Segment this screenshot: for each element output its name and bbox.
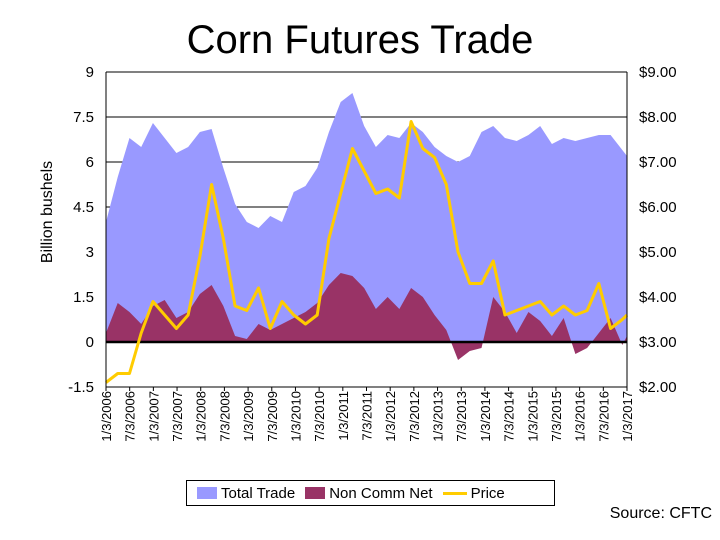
x-tick-label-14: 1/3/2013 — [431, 391, 446, 442]
x-tick-label-21: 7/3/2016 — [596, 391, 611, 442]
x-tick-label-20: 1/3/2016 — [573, 391, 588, 442]
x-tick-label-0: 1/3/2006 — [99, 391, 114, 442]
legend-label-non-comm-net: Non Comm Net — [329, 484, 433, 502]
legend-item-total-trade: Total Trade — [197, 485, 295, 502]
legend: Total Trade Non Comm Net Price — [186, 480, 555, 506]
series-non-comm-net-area — [106, 273, 627, 360]
x-tick-label-7: 7/3/2009 — [265, 391, 280, 442]
x-tick-label-10: 1/3/2011 — [336, 391, 351, 441]
y-axis-label: Billion bushels — [39, 161, 56, 263]
x-tick-label-18: 1/3/2015 — [525, 391, 540, 442]
y-tick-label-2: 1.5 — [73, 289, 94, 306]
y2-tick-label-7: $9.00 — [639, 64, 677, 81]
legend-swatch-non-comm-net — [305, 487, 326, 499]
legend-label-total-trade: Total Trade — [221, 484, 296, 502]
y2-tick-label-6: $8.00 — [639, 109, 677, 126]
chart-title: Corn Futures Trade — [186, 18, 534, 62]
legend-item-price: Price — [442, 484, 505, 502]
x-tick-label-3: 7/3/2007 — [170, 391, 185, 442]
x-tick-label-4: 1/3/2008 — [194, 391, 209, 442]
y-tick-label-0: -1.5 — [68, 379, 94, 396]
y2-tick-label-2: $4.00 — [639, 289, 677, 306]
legend-swatch-price — [442, 491, 467, 495]
x-tick-label-2: 1/3/2007 — [146, 391, 161, 442]
y-tick-label-3: 3 — [86, 244, 94, 261]
x-tick-label-13: 7/3/2012 — [407, 391, 422, 442]
x-tick-label-8: 1/3/2010 — [288, 391, 303, 442]
x-tick-label-12: 1/3/2012 — [383, 391, 398, 442]
x-tick-label-1: 7/3/2006 — [123, 391, 138, 442]
x-tick-label-16: 1/3/2014 — [478, 391, 493, 442]
y2-tick-label-3: $5.00 — [639, 244, 677, 261]
x-tick-label-5: 7/3/2008 — [217, 391, 232, 442]
series-price-line — [105, 120, 629, 384]
y-tick-label-7: 9 — [86, 64, 94, 81]
y2-tick-label-4: $6.00 — [639, 199, 677, 216]
y-tick-label-4: 4.5 — [73, 199, 94, 216]
x-tick-label-11: 7/3/2011 — [360, 391, 375, 441]
x-tick-label-9: 7/3/2010 — [312, 391, 327, 442]
y-tick-label-6: 7.5 — [73, 109, 94, 126]
y-tick-label-1: 0 — [86, 334, 94, 351]
x-tick-label-15: 7/3/2013 — [454, 391, 469, 442]
x-tick-label-22: 1/3/2017 — [620, 391, 635, 442]
x-tick-label-6: 1/3/2009 — [241, 391, 256, 442]
y2-tick-label-0: $2.00 — [639, 379, 677, 396]
y2-tick-label-1: $3.00 — [639, 334, 677, 351]
source-note: Source: CFTC — [609, 505, 712, 522]
legend-swatch-total-trade — [197, 487, 217, 499]
legend-item-non-comm-net: Non Comm Net — [305, 484, 433, 502]
x-tick-label-19: 7/3/2015 — [549, 391, 564, 442]
x-tick-label-17: 7/3/2014 — [502, 391, 517, 442]
y2-tick-label-5: $7.00 — [639, 154, 677, 171]
y-tick-label-5: 6 — [86, 154, 94, 171]
legend-label-price: Price — [470, 484, 505, 502]
